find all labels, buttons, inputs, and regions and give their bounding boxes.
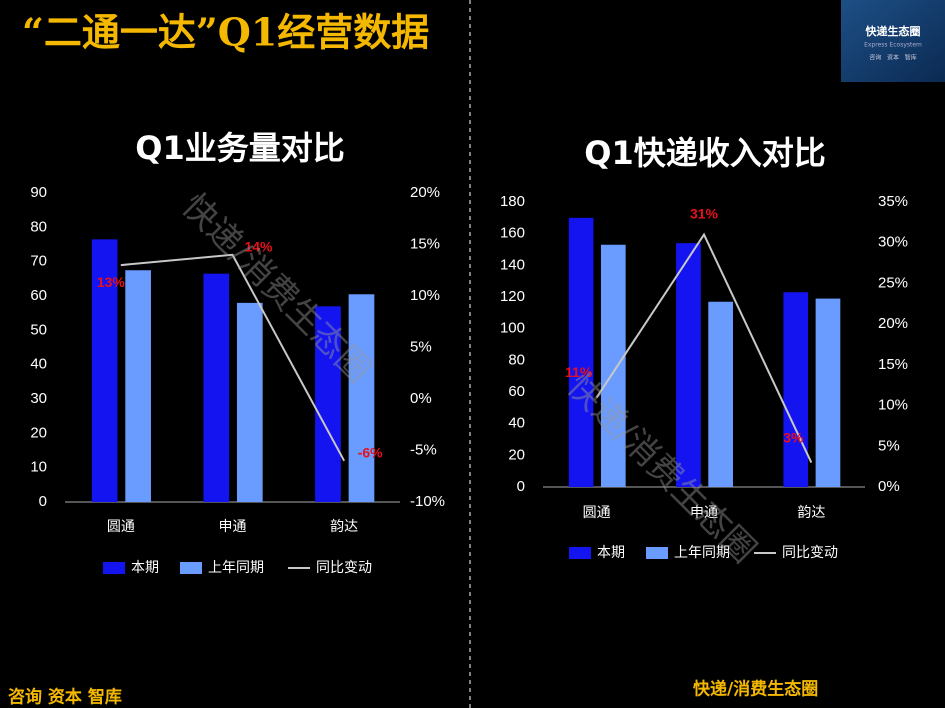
bar bbox=[676, 243, 701, 487]
legend-swatch bbox=[569, 547, 591, 559]
line-series bbox=[595, 232, 813, 463]
y2-tick-label: 15% bbox=[410, 235, 440, 252]
bar bbox=[203, 273, 230, 502]
y-tick-label: 70 bbox=[30, 253, 47, 270]
y-tick-label: 90 bbox=[30, 184, 47, 201]
y-tick-label: 0 bbox=[517, 478, 525, 495]
legend-swatch bbox=[646, 547, 668, 559]
y2-tick-label: 0% bbox=[410, 390, 432, 407]
y-tick-label: 60 bbox=[30, 287, 47, 304]
slide-title: “二通一达”Q1经营数据 bbox=[22, 10, 429, 55]
y-tick-label: 0 bbox=[39, 493, 47, 510]
y2-tick-label: 20% bbox=[410, 184, 440, 201]
bar bbox=[91, 239, 118, 502]
bar bbox=[348, 294, 375, 502]
y-tick-label: 80 bbox=[30, 218, 47, 235]
y2-tick-label: 10% bbox=[878, 397, 908, 414]
legend-swatch bbox=[103, 562, 125, 574]
legend-label: 上年同期 bbox=[208, 560, 264, 576]
x-tick-label: 圆通 bbox=[583, 505, 611, 521]
y-tick-label: 40 bbox=[30, 356, 47, 373]
y2-tick-label: 0% bbox=[878, 478, 900, 495]
x-tick-label: 韵达 bbox=[330, 519, 358, 535]
value-label: 11% bbox=[565, 364, 593, 380]
legend-swatch bbox=[180, 562, 202, 574]
y-tick-label: 60 bbox=[508, 383, 525, 400]
x-tick-label: 申通 bbox=[219, 519, 247, 535]
line-series bbox=[120, 253, 346, 462]
y-tick-label: 160 bbox=[500, 225, 525, 242]
y2-tick-label: 5% bbox=[410, 338, 432, 355]
y2-tick-label: 5% bbox=[878, 437, 900, 454]
y-tick-label: 10 bbox=[30, 459, 47, 476]
y2-tick-label: 10% bbox=[410, 287, 440, 304]
y2-tick-label: -10% bbox=[410, 493, 445, 510]
value-label: 3% bbox=[783, 429, 804, 445]
chart-title: Q1快递收入对比 bbox=[584, 134, 825, 172]
value-label: 31% bbox=[690, 205, 719, 221]
logo-subtitle: Express Ecosystem bbox=[864, 42, 922, 49]
y2-tick-label: 15% bbox=[878, 356, 908, 373]
bar bbox=[708, 301, 733, 487]
logo-name: 快递生态圈 bbox=[865, 24, 921, 38]
legend-label: 同比变动 bbox=[782, 545, 838, 561]
y-tick-label: 140 bbox=[500, 256, 525, 273]
legend-label: 同比变动 bbox=[316, 560, 372, 576]
y2-tick-label: 25% bbox=[878, 274, 908, 291]
bar bbox=[600, 244, 626, 487]
x-tick-label: 圆通 bbox=[107, 519, 135, 535]
y2-tick-label: 20% bbox=[878, 315, 908, 332]
value-label: 14% bbox=[244, 239, 273, 255]
x-tick-label: 申通 bbox=[690, 505, 718, 521]
bar bbox=[815, 298, 841, 487]
y-tick-label: 40 bbox=[508, 415, 525, 432]
legend-label: 本期 bbox=[131, 560, 159, 576]
value-label: -6% bbox=[358, 445, 383, 461]
bar bbox=[125, 270, 151, 502]
logo-tags: 咨询 资本 智库 bbox=[869, 54, 916, 62]
y-tick-label: 120 bbox=[500, 288, 525, 305]
y2-tick-label: -5% bbox=[410, 441, 437, 458]
x-tick-label: 韵达 bbox=[797, 505, 825, 521]
y-tick-label: 20 bbox=[508, 446, 525, 463]
footer-right: 快递/消费生态圈 bbox=[693, 679, 818, 700]
value-label: 13% bbox=[97, 274, 126, 290]
y-tick-label: 80 bbox=[508, 351, 525, 368]
y-tick-label: 100 bbox=[500, 320, 525, 337]
y2-tick-label: 30% bbox=[878, 234, 908, 251]
bar bbox=[236, 302, 263, 502]
bar bbox=[783, 292, 809, 487]
legend-label: 本期 bbox=[597, 545, 625, 561]
y-tick-label: 30 bbox=[30, 390, 47, 407]
y2-tick-label: 35% bbox=[878, 193, 908, 210]
bar bbox=[568, 217, 594, 488]
bar bbox=[315, 306, 341, 502]
chart-title: Q1业务量对比 bbox=[135, 129, 344, 167]
logo-box bbox=[841, 0, 945, 82]
y-tick-label: 50 bbox=[30, 321, 47, 338]
y-tick-label: 20 bbox=[30, 424, 47, 441]
logo: 快递生态圈 Express Ecosystem 咨询 资本 智库 bbox=[841, 0, 945, 82]
legend-label: 上年同期 bbox=[674, 545, 730, 561]
y-tick-label: 180 bbox=[500, 193, 525, 210]
footer-left: 咨询 资本 智库 bbox=[8, 687, 122, 708]
